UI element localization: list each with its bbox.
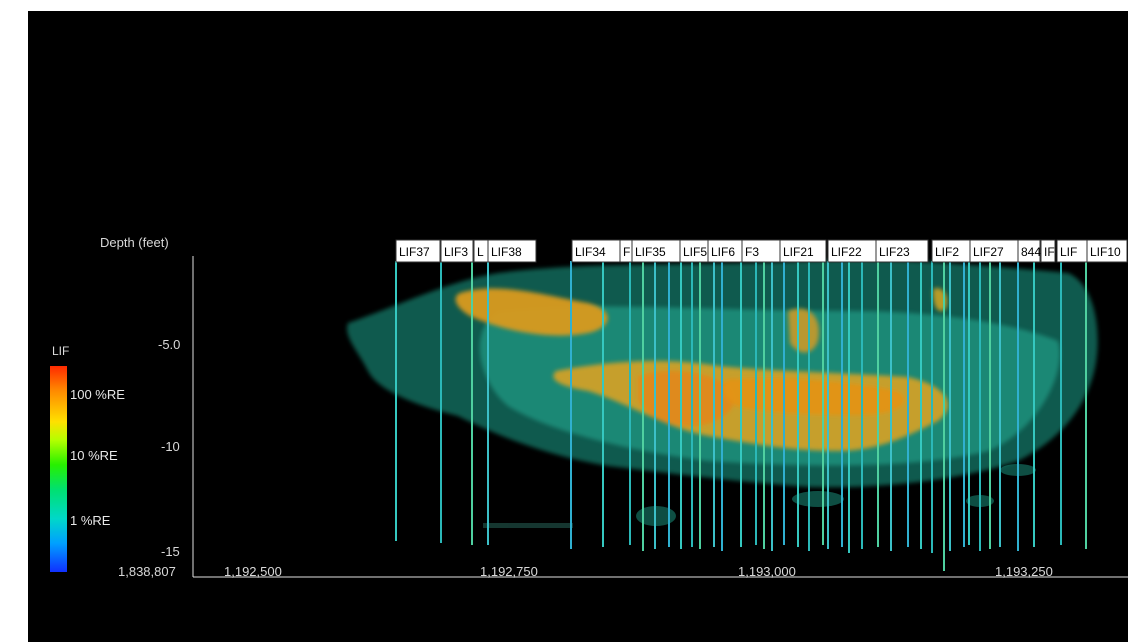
3d-plot-viewport[interactable]: LIF37 LIF3 L LIF38 LIF34 F LIF35 LIF5 LIF6 F3 LIF2… <box>28 11 1128 642</box>
svg-text:F: F <box>623 245 630 259</box>
well-label: IF <box>1040 239 1056 263</box>
plot-scene: LIF37 LIF3 L LIF38 LIF34 F LIF35 LIF5 LIF6 F3 LIF2… <box>100 235 1128 579</box>
y-tick-label: -5.0 <box>158 337 180 352</box>
corner-coordinate-label: 1,838,807 <box>118 564 176 579</box>
well-label: LIF3 <box>440 239 474 263</box>
svg-text:LIF38: LIF38 <box>491 245 522 259</box>
svg-text:LIF37: LIF37 <box>399 245 430 259</box>
well-sticks <box>395 261 1087 571</box>
well-label: LIF27 <box>969 239 1019 263</box>
legend-color-bar <box>50 366 67 572</box>
well-label: F <box>619 239 633 263</box>
well-label: LIF6 <box>707 239 745 263</box>
legend-label: 100 %RE <box>70 387 125 402</box>
axes <box>192 256 1128 578</box>
well-label: LIF2 <box>931 239 971 263</box>
well-label: LIF23 <box>875 239 929 263</box>
svg-text:LIF34: LIF34 <box>575 245 606 259</box>
svg-text:LIF27: LIF27 <box>973 245 1004 259</box>
y-tick-label: -10 <box>161 439 180 454</box>
well-label: LIF <box>1056 239 1088 263</box>
well-label: LIF34 <box>571 239 623 263</box>
svg-text:LIF22: LIF22 <box>831 245 862 259</box>
svg-text:LIF6: LIF6 <box>711 245 735 259</box>
well-label: LIF10 <box>1086 239 1128 263</box>
well-label: LIF5 <box>679 239 711 263</box>
legend-title: LIF <box>52 344 70 358</box>
svg-text:LIF2: LIF2 <box>935 245 959 259</box>
well-label: LIF38 <box>487 239 537 263</box>
svg-text:IF: IF <box>1044 245 1055 259</box>
x-tick-label: 1,192,500 <box>224 564 282 579</box>
svg-text:LIF: LIF <box>1060 245 1077 259</box>
color-legend: LIF 100 %RE 10 %RE 1 %RE <box>50 341 160 581</box>
svg-text:LIF21: LIF21 <box>783 245 814 259</box>
x-tick-label: 1,193,000 <box>738 564 796 579</box>
svg-text:L: L <box>477 245 484 259</box>
well-label: 844 <box>1017 239 1041 263</box>
x-tick-label: 1,193,250 <box>995 564 1053 579</box>
svg-text:LIF35: LIF35 <box>635 245 666 259</box>
svg-text:LIF10: LIF10 <box>1090 245 1121 259</box>
x-tick-label: 1,192,750 <box>480 564 538 579</box>
well-label: F3 <box>741 239 783 263</box>
y-axis-title: Depth (feet) <box>100 235 169 250</box>
svg-text:844: 844 <box>1021 245 1041 259</box>
legend-label: 1 %RE <box>70 513 111 528</box>
svg-text:F3: F3 <box>745 245 759 259</box>
y-tick-label: -15 <box>161 544 180 559</box>
well-label: LIF21 <box>779 239 827 263</box>
svg-text:LIF3: LIF3 <box>444 245 468 259</box>
svg-text:LIF23: LIF23 <box>879 245 910 259</box>
well-labels: LIF37 LIF3 L LIF38 LIF34 F LIF35 LIF5 LIF6 F3 LIF2… <box>395 239 1128 263</box>
svg-text:LIF5: LIF5 <box>683 245 707 259</box>
well-label: LIF37 <box>395 239 441 263</box>
well-label: LIF35 <box>631 239 681 263</box>
well-label: L <box>473 239 489 263</box>
legend-label: 10 %RE <box>70 448 118 463</box>
well-label: LIF22 <box>827 239 877 263</box>
